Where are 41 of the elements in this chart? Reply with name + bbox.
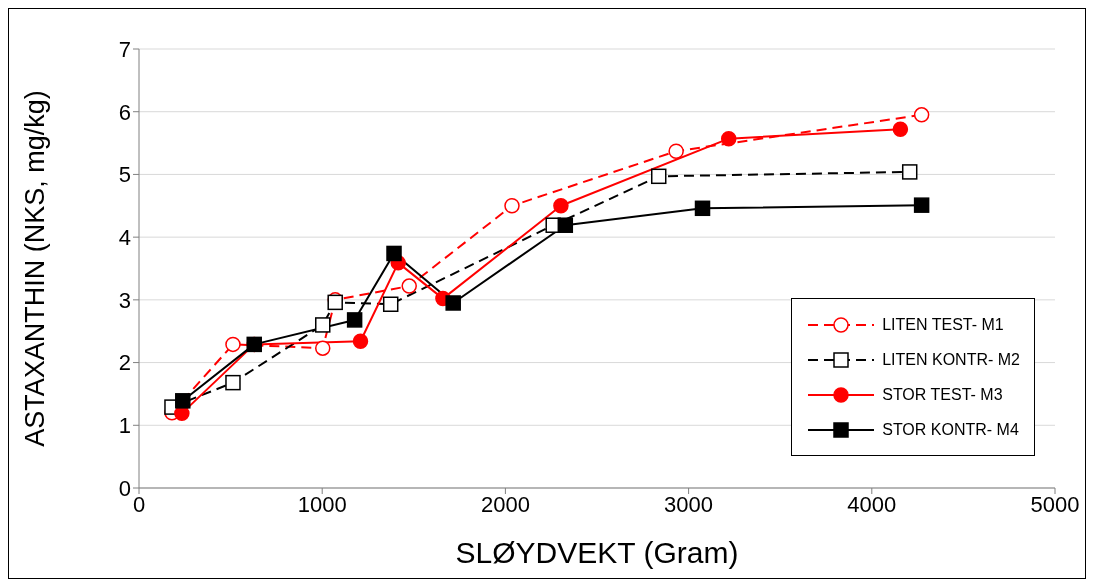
point — [901, 164, 918, 180]
point — [386, 245, 402, 262]
point — [694, 200, 711, 217]
point — [557, 217, 574, 233]
point — [445, 295, 461, 311]
legend-label: STOR TEST- M3 — [882, 385, 1003, 404]
point — [225, 374, 241, 391]
y-axis-title: ASTAXANTHIN (NKS, mg/kg) — [19, 90, 50, 447]
point — [346, 312, 363, 328]
x-tick-label: 5000 — [1030, 491, 1080, 517]
x-axis-title: SLØYDVEKT (Gram) — [455, 536, 739, 569]
point — [650, 168, 667, 185]
x-tick-label: 4000 — [847, 491, 897, 517]
point — [352, 333, 369, 349]
x-tick-label: 2000 — [480, 491, 530, 517]
point — [553, 198, 569, 214]
point — [225, 336, 241, 353]
point — [382, 296, 399, 312]
point — [913, 107, 930, 123]
y-tick-label: 4 — [118, 224, 131, 250]
y-tick-label: 6 — [118, 99, 131, 125]
point — [175, 393, 191, 409]
y-tick-label: 2 — [118, 350, 131, 376]
point — [401, 278, 417, 294]
y-tick-label: 1 — [118, 413, 131, 439]
y-tick-label: 3 — [118, 287, 131, 313]
y-tick-label: 5 — [118, 162, 131, 188]
point — [315, 317, 331, 333]
point — [504, 198, 520, 214]
y-tick-label: 0 — [118, 475, 131, 501]
point — [913, 197, 930, 213]
point — [315, 340, 331, 356]
legend-label: STOR KONTR- M4 — [882, 420, 1019, 439]
legend-label: LITEN KONTR- M2 — [882, 350, 1020, 369]
x-tick-label: 3000 — [664, 491, 714, 517]
x-tick-label: 1000 — [297, 491, 347, 517]
legend-label: LITEN TEST- M1 — [882, 315, 1004, 334]
point — [720, 130, 737, 147]
y-tick-label: 7 — [118, 36, 131, 62]
point — [668, 143, 684, 159]
point — [892, 121, 909, 138]
